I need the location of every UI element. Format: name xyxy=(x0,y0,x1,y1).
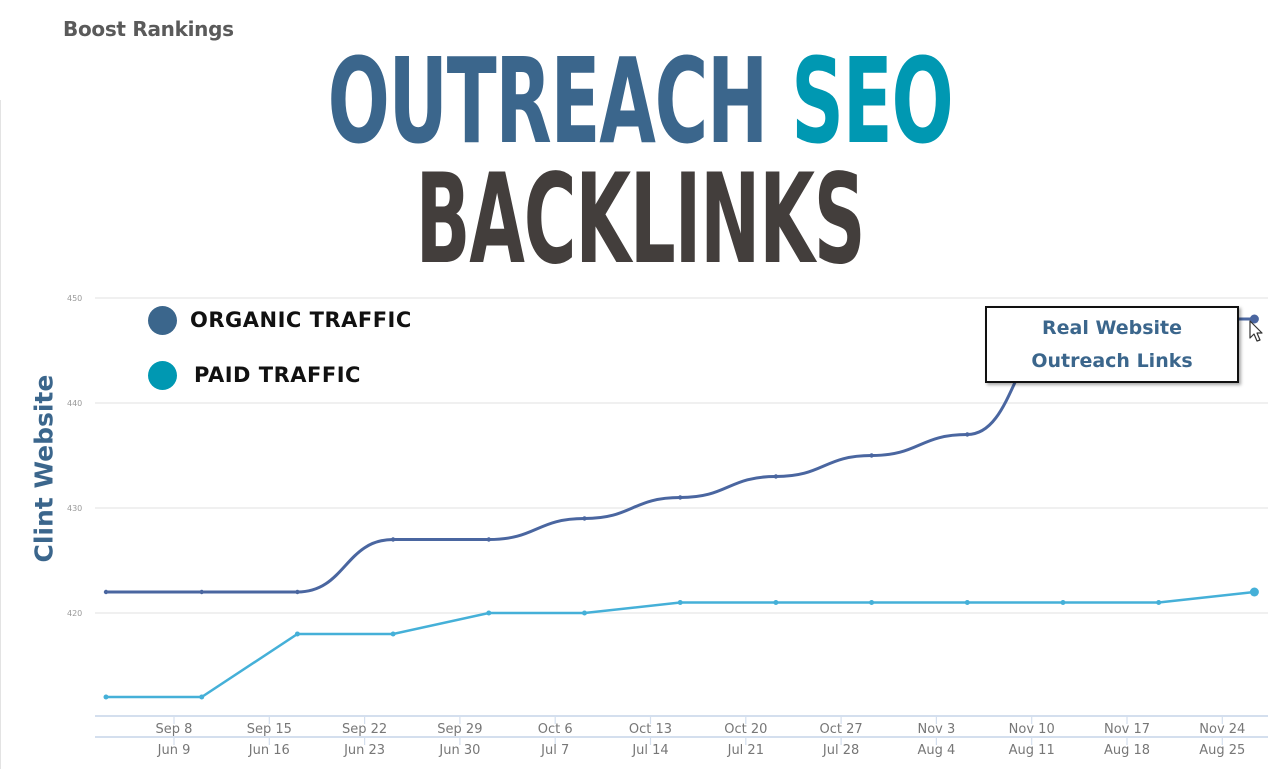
mouse-cursor-icon xyxy=(1249,320,1263,342)
organic-data-point[interactable] xyxy=(390,537,396,542)
x-tick-label-primary: Nov 24 xyxy=(1199,722,1245,737)
paid-data-point[interactable] xyxy=(1060,600,1066,605)
chart-legend: ORGANIC TRAFFIC PAID TRAFFIC xyxy=(148,305,412,415)
y-tick-label: 450 xyxy=(67,294,82,303)
paid-data-point[interactable] xyxy=(1156,600,1162,605)
organic-data-point[interactable] xyxy=(965,432,970,437)
y-tick-label: 440 xyxy=(67,399,82,408)
paid-traffic-line xyxy=(106,590,1255,699)
brand-label: Boost Rankings xyxy=(63,17,234,41)
headline-line-1: OUTREACH SEO xyxy=(243,42,1037,160)
x-tick-label-primary: Oct 6 xyxy=(538,722,573,737)
organic-data-point[interactable] xyxy=(199,589,204,595)
headline-outreach: OUTREACH xyxy=(327,32,769,170)
organic-data-point[interactable] xyxy=(295,589,300,595)
headline-seo: SEO xyxy=(791,32,953,170)
x-tick-label-primary: Oct 13 xyxy=(629,722,672,737)
x-tick-label-secondary: Aug 18 xyxy=(1104,743,1150,758)
x-tick-label-secondary: Jun 9 xyxy=(157,743,191,758)
organic-dot-icon xyxy=(148,305,177,335)
legend-label-organic: ORGANIC TRAFFIC xyxy=(190,308,412,332)
paid-data-point[interactable] xyxy=(486,610,492,616)
callout-line-1: Real Website xyxy=(1041,317,1183,339)
paid-data-point[interactable] xyxy=(390,631,396,637)
organic-data-point[interactable] xyxy=(678,495,683,500)
x-tick-label-secondary: Aug 11 xyxy=(1009,743,1055,758)
organic-data-point[interactable] xyxy=(582,516,587,521)
x-tick-label-secondary: Jul 7 xyxy=(540,743,569,758)
paid-data-point[interactable] xyxy=(869,600,875,605)
x-tick-label-secondary: Jul 28 xyxy=(822,743,859,758)
x-tick-label-secondary: Aug 25 xyxy=(1199,743,1245,758)
x-tick-label-secondary: Jun 16 xyxy=(248,743,290,758)
legend-item-paid: PAID TRAFFIC xyxy=(148,360,412,390)
organic-data-point[interactable] xyxy=(103,589,109,595)
y-axis-title: Clint Website xyxy=(29,374,59,563)
paid-data-point[interactable] xyxy=(677,600,683,605)
paid-dot-icon xyxy=(148,360,177,390)
x-tick-label-primary: Nov 17 xyxy=(1104,722,1150,737)
x-tick-label-primary: Nov 3 xyxy=(918,722,956,737)
headline-line-2: BACKLINKS xyxy=(415,148,866,292)
x-tick-label-secondary: Jul 21 xyxy=(727,743,764,758)
y-tick-label: 420 xyxy=(67,609,82,618)
y-tick-label: 430 xyxy=(67,504,82,513)
x-tick-label-primary: Sep 22 xyxy=(342,722,387,737)
paid-data-point[interactable] xyxy=(964,600,970,605)
x-tick-label-secondary: Aug 4 xyxy=(918,743,956,758)
organic-data-point[interactable] xyxy=(486,537,491,542)
paid-data-point[interactable] xyxy=(103,694,109,700)
x-tick-label-secondary: Jun 30 xyxy=(438,743,480,758)
x-tick-label-primary: Oct 27 xyxy=(820,722,863,737)
paid-data-point[interactable] xyxy=(1249,587,1259,597)
legend-item-organic: ORGANIC TRAFFIC xyxy=(148,305,412,335)
x-tick-label-primary: Sep 8 xyxy=(156,722,193,737)
organic-data-point[interactable] xyxy=(773,474,779,479)
organic-data-point[interactable] xyxy=(869,453,874,458)
x-tick-label-primary: Sep 29 xyxy=(437,722,482,737)
x-tick-label-primary: Sep 15 xyxy=(247,722,292,737)
left-edge-rule xyxy=(0,100,1,769)
x-tick-label-secondary: Jul 14 xyxy=(631,743,668,758)
legend-label-paid: PAID TRAFFIC xyxy=(194,363,361,387)
callout-line-2: Outreach Links xyxy=(1031,350,1193,372)
paid-data-point[interactable] xyxy=(294,631,300,637)
x-tick-label-secondary: Jun 23 xyxy=(343,743,385,758)
paid-data-point[interactable] xyxy=(199,694,205,700)
paid-data-point[interactable] xyxy=(582,610,587,616)
organic-data-point[interactable] xyxy=(1249,314,1259,324)
x-tick-label-primary: Oct 20 xyxy=(724,722,767,737)
annotation-callout: Real Website Outreach Links xyxy=(985,306,1239,383)
x-tick-label-primary: Nov 10 xyxy=(1009,722,1055,737)
paid-data-point[interactable] xyxy=(773,600,779,605)
